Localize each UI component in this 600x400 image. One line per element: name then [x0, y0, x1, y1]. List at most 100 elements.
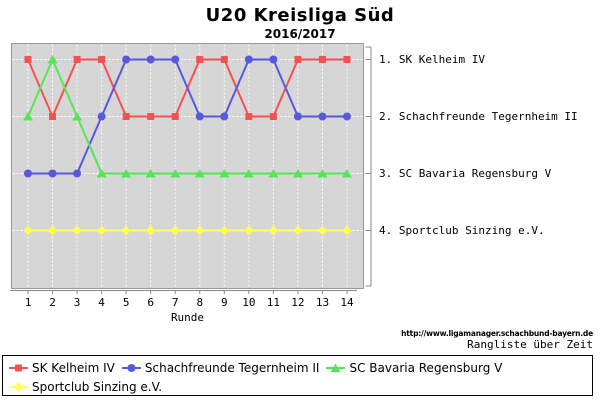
circle-marker: [342, 112, 351, 121]
diamond-marker: [72, 225, 82, 236]
diamond-marker: [317, 225, 327, 236]
legend-item: SK Kelheim IV: [9, 361, 115, 375]
triangle-marker: [96, 169, 107, 178]
diamond-marker: [342, 225, 352, 236]
triangle-marker: [145, 169, 156, 178]
legend-label: Sportclub Sinzing e.V.: [32, 379, 163, 394]
legend-square-icon: [9, 364, 28, 371]
legend-label: Schachfreunde Tegernheim II: [144, 360, 320, 375]
triangle-marker: [219, 169, 230, 178]
diamond-marker: [268, 225, 278, 236]
source-url: http://www.ligamanager.schachbund-bayern…: [401, 329, 593, 338]
triangle-marker: [330, 363, 341, 372]
triangle-marker: [121, 169, 132, 178]
series-line-circle: [28, 58, 347, 175]
x-tick-label: 13: [315, 296, 330, 309]
triangle-marker: [268, 169, 279, 178]
plot-background: [11, 43, 364, 289]
legend-circle-icon: [121, 363, 141, 372]
legend-item: SC Bavaria Regensburg V: [326, 361, 502, 375]
square-marker: [171, 113, 179, 120]
square-marker: [98, 56, 106, 63]
legend-label: SC Bavaria Regensburg V: [349, 360, 503, 375]
x-tick-label: 4: [98, 296, 105, 309]
circle-marker: [220, 112, 229, 121]
x-tick-label: 12: [291, 296, 305, 309]
x-axis-title: Runde: [170, 311, 205, 324]
x-tick-label: 2: [49, 296, 56, 309]
circle-marker: [97, 112, 106, 121]
square-marker: [122, 113, 130, 120]
legend-row-2: Sportclub Sinzing e.V.: [9, 377, 592, 396]
legend-triangle-icon: [326, 363, 346, 372]
x-tick-label: 6: [147, 296, 154, 309]
square-marker: [73, 56, 81, 63]
diamond-marker: [48, 225, 58, 236]
square-marker: [220, 56, 228, 63]
circle-marker: [122, 55, 131, 64]
square-marker: [343, 56, 351, 63]
legend-item: Schachfreunde Tegernheim II: [121, 360, 320, 375]
triangle-marker: [23, 112, 33, 121]
diamond-marker: [97, 225, 107, 236]
x-tick-label: 9: [220, 296, 228, 309]
x-tick-label: 11: [266, 296, 280, 309]
diamond-marker: [14, 381, 23, 392]
diamond-marker: [23, 225, 33, 236]
x-tick-label: 7: [171, 296, 179, 309]
circle-marker: [293, 112, 302, 121]
series-line-triangle: [27, 56, 347, 175]
circle-marker: [195, 112, 204, 121]
circle-marker: [48, 169, 57, 178]
circle-marker: [171, 55, 180, 64]
legend-item: Sportclub Sinzing e.V.: [9, 380, 162, 394]
diamond-marker: [293, 225, 303, 236]
square-marker: [196, 56, 204, 63]
circle-marker: [73, 169, 82, 178]
diamond-marker: [146, 225, 156, 236]
triangle-marker: [194, 169, 205, 178]
x-tick-label: 3: [73, 296, 81, 309]
diamond-marker: [195, 225, 205, 236]
rank-label: 3. SC Bavaria Regensburg V: [379, 166, 552, 180]
square-marker: [24, 56, 32, 63]
legend-label: SK Kelheim IV: [32, 360, 115, 375]
square-marker: [269, 113, 277, 120]
circle-marker: [269, 55, 278, 64]
diamond-marker: [244, 225, 254, 236]
square-marker: [294, 56, 302, 63]
square-marker: [318, 56, 326, 63]
triangle-marker: [47, 55, 58, 64]
circle-marker: [244, 55, 253, 64]
chart-title: U20 Kreisliga Süd: [205, 5, 395, 26]
legend-diamond-icon: [9, 381, 28, 392]
x-tick-label: 14: [340, 296, 354, 309]
legend-row-1: SK Kelheim IV Schachfreunde Tegernheim II…: [9, 358, 592, 377]
triangle-marker: [72, 112, 83, 121]
chart-caption: Rangliste über Zeit: [467, 338, 593, 351]
square-marker: [49, 113, 57, 120]
rank-label: 1. SK Kelheim IV: [379, 52, 485, 66]
diamond-marker: [219, 225, 229, 236]
x-tick-label: 8: [196, 296, 204, 309]
x-tick-label: 10: [242, 296, 256, 309]
square-marker: [147, 113, 155, 120]
chart-subtitle: 2016/2017: [264, 27, 336, 41]
triangle-marker: [317, 169, 328, 178]
x-tick-label: 1: [24, 296, 32, 309]
diamond-marker: [121, 225, 131, 236]
square-marker: [15, 364, 22, 371]
x-tick-label: 5: [122, 296, 130, 309]
circle-marker: [318, 112, 327, 121]
diamond-marker: [170, 225, 180, 236]
rank-label: 4. Sportclub Sinzing e.V.: [379, 223, 545, 237]
triangle-marker: [292, 169, 303, 178]
legend-box: SK Kelheim IV Schachfreunde Tegernheim II…: [2, 355, 593, 396]
triangle-marker: [170, 169, 181, 178]
circle-marker: [146, 55, 155, 64]
triangle-marker: [341, 169, 352, 178]
triangle-marker: [243, 169, 254, 178]
circle-marker: [127, 363, 136, 372]
